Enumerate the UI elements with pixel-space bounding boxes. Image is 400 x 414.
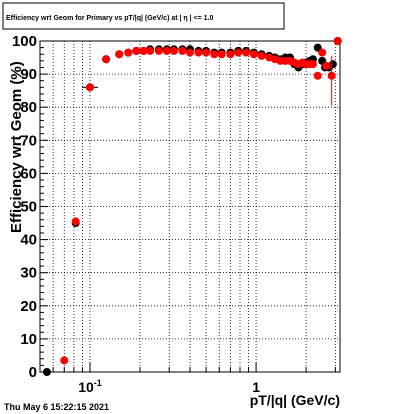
- y-tick-labels: 0 10 20 30 40 50 60 70 80 90 100: [12, 33, 37, 381]
- footer-timestamp: Thu May 6 15:22:15 2021: [4, 402, 109, 412]
- series-2-point: [60, 356, 69, 365]
- series-2-point: [210, 50, 219, 59]
- series-2-point: [234, 48, 243, 57]
- series-2-point: [178, 46, 187, 55]
- series-2-point: [86, 83, 94, 92]
- data-series: [42, 37, 342, 376]
- axis-ticks: [39, 40, 336, 373]
- title-box: [2, 2, 285, 30]
- y-tick-label: 70: [20, 132, 37, 149]
- series-2-point: [333, 37, 342, 45]
- series-2-point: [318, 48, 327, 57]
- x-tick-label: 10-1: [78, 378, 102, 395]
- y-tick-label: 30: [20, 265, 37, 282]
- x-tick-label: 1: [252, 379, 260, 395]
- chart-title: Efficiency wrt Geom for Primary vs pT/|q…: [6, 15, 214, 22]
- series-2-point: [162, 46, 171, 55]
- series-2-point: [308, 60, 317, 69]
- y-tick-label: 60: [20, 165, 37, 182]
- series-2-point: [194, 48, 203, 57]
- x-axis-title: pT/|q| (GeV/c): [250, 392, 340, 408]
- series-2-point: [132, 46, 141, 55]
- series-2-point: [322, 61, 331, 70]
- series-2-point: [202, 48, 211, 57]
- y-tick-label: 50: [20, 199, 37, 216]
- series-2-point: [169, 46, 178, 55]
- y-tick-label: 40: [20, 232, 37, 249]
- series-2-point: [115, 50, 124, 59]
- y-tick-label: 100: [12, 33, 37, 50]
- series-1-point: [42, 368, 51, 376]
- y-tick-label: 90: [20, 66, 37, 83]
- series-1-point: [328, 60, 337, 69]
- series-2-point: [249, 50, 258, 59]
- series-2-point: [146, 46, 155, 55]
- grid: [39, 41, 340, 372]
- y-tick-label: 0: [29, 364, 37, 381]
- y-tick-label: 20: [20, 298, 37, 315]
- series-2-point: [217, 50, 226, 59]
- series-2-point: [154, 46, 163, 55]
- series-2-point: [186, 48, 194, 57]
- series-2-point: [313, 71, 322, 80]
- series-2-point: [124, 48, 133, 57]
- series-2-point: [102, 55, 111, 64]
- series-2-point: [257, 51, 266, 60]
- x-tick-labels: 10-1 1: [78, 378, 260, 395]
- series-2-point: [71, 217, 80, 226]
- y-tick-label: 10: [20, 331, 37, 348]
- series-2-point: [139, 46, 148, 55]
- y-tick-label: 80: [20, 99, 37, 116]
- series-2-point: [242, 48, 251, 57]
- y-axis-title: Efficiency wrt Geom (%): [8, 61, 25, 233]
- series-2-point: [226, 50, 235, 59]
